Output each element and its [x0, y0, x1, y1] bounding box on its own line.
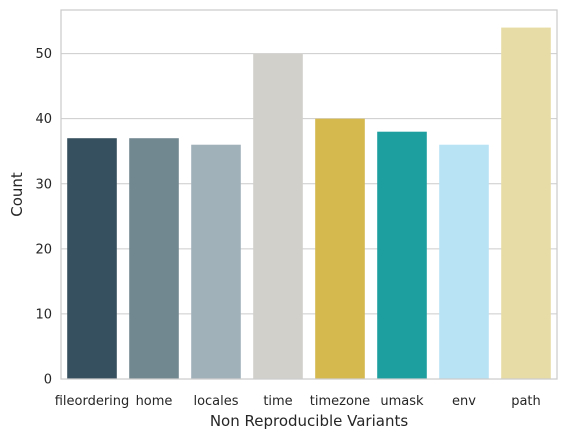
x-tick-labels: fileordering home locales time timezone umask…: [55, 394, 541, 409]
bar-umask: [377, 131, 427, 379]
plot-frame: [60, 9, 558, 380]
bar-fileordering: [67, 138, 117, 379]
bar-locales: [191, 144, 241, 379]
x-axis-title: Non Reproducible Variants: [210, 412, 409, 430]
bar-layer: [67, 27, 551, 379]
y-tick-labels: 0 10 20 30 40 50: [35, 47, 52, 387]
bar-time: [253, 53, 303, 379]
x-tick-label: fileordering: [55, 394, 130, 409]
x-tick-label: timezone: [310, 394, 370, 409]
y-tick-label: 50: [35, 47, 52, 62]
y-tick-label: 40: [35, 112, 52, 127]
y-tick-label: 30: [35, 177, 52, 192]
y-tick-label: 20: [35, 242, 52, 257]
x-tick-label: locales: [193, 394, 238, 409]
x-tick-label: path: [511, 394, 541, 409]
x-tick-label: umask: [380, 394, 424, 409]
x-tick-label: time: [263, 394, 292, 409]
y-tick-label: 0: [44, 373, 52, 388]
y-tick-label: 10: [35, 307, 52, 322]
bar-timezone: [315, 118, 365, 379]
y-axis-title: Count: [8, 172, 26, 217]
bar-path: [501, 27, 551, 379]
bar-home: [129, 138, 179, 379]
bar-env: [439, 144, 489, 379]
x-tick-label: env: [452, 394, 476, 409]
x-tick-label: home: [136, 394, 173, 409]
